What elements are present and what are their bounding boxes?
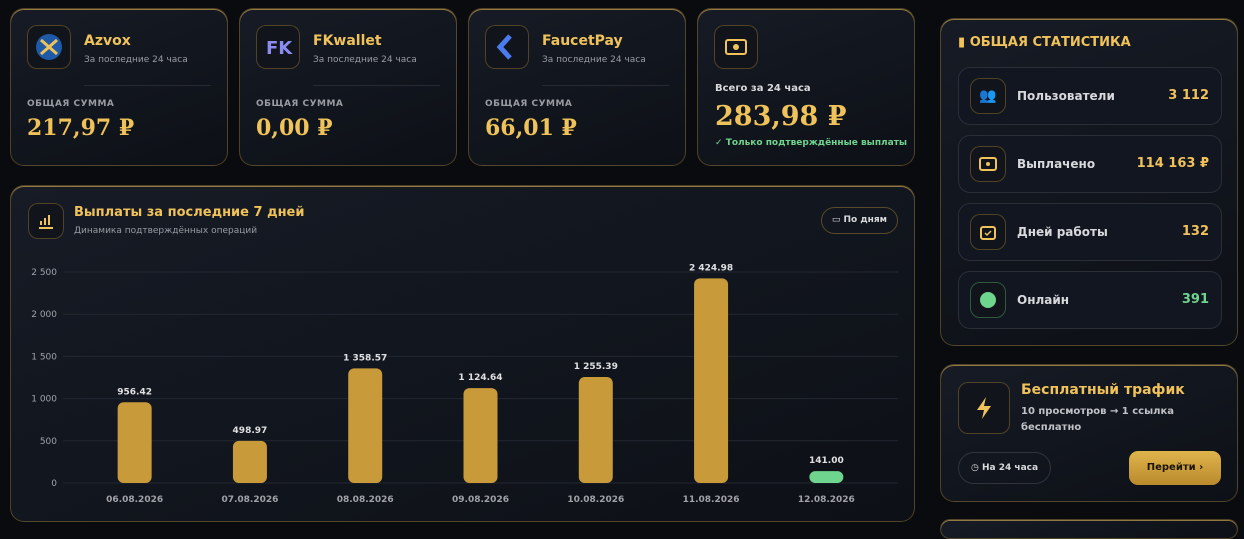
- card: FaucetPay За последние 24 часа ОБЩАЯ СУМ…: [468, 8, 686, 166]
- panel-edge: [940, 519, 1238, 539]
- stat-row: 👥 Пользователи 3 112: [958, 67, 1222, 125]
- period-button[interactable]: ▭ По дням: [820, 207, 898, 234]
- value-label: 2 424.98: [689, 263, 733, 273]
- chart-panel: Выплаты за последние 7 дней Динамика под…: [10, 185, 915, 522]
- total-card: Всего за 24 часа 283,98 ₽ ✓ Только подтв…: [697, 8, 915, 166]
- card: Azvox За последние 24 часа ОБЩАЯ СУММА 2…: [10, 8, 228, 166]
- y-tick-label: 1 000: [31, 395, 57, 405]
- stat-value: 391: [1181, 292, 1209, 307]
- bar: [232, 440, 267, 483]
- card-amount: 217,97 ₽: [27, 115, 135, 141]
- value-label: 1 124.64: [458, 373, 502, 383]
- x-tick-label: 11.08.2026: [683, 495, 740, 505]
- y-tick-label: 500: [40, 437, 57, 447]
- card-label: ОБЩАЯ СУММА: [256, 99, 344, 109]
- stat-row: Выплачено 114 163 ₽: [958, 135, 1222, 193]
- go-button[interactable]: Перейти ›: [1129, 451, 1221, 485]
- bar: [348, 368, 383, 483]
- button-text: По дням: [843, 215, 887, 225]
- bar: [117, 402, 152, 483]
- card-name: FKwallet: [313, 33, 382, 49]
- y-tick-label: 1 500: [31, 352, 57, 362]
- card-period: За последние 24 часа: [542, 55, 646, 65]
- x-tick-label: 06.08.2026: [106, 495, 163, 505]
- duration-badge: ◷ На 24 часа: [958, 452, 1052, 484]
- stat-value: 132: [1181, 224, 1209, 239]
- total-label: Всего за 24 часа: [715, 83, 811, 94]
- value-label: 1 255.39: [574, 362, 618, 372]
- total-amount: 283,98 ₽: [715, 101, 847, 132]
- y-tick-label: 2 500: [31, 268, 57, 278]
- x-tick-label: 08.08.2026: [337, 495, 394, 505]
- traffic-panel: Бесплатный трафик 10 просмотров → 1 ссыл…: [940, 364, 1238, 502]
- y-tick-label: 2 000: [31, 310, 57, 320]
- stat-label: Онлайн: [1017, 293, 1070, 307]
- value-label: 141.00: [809, 456, 844, 466]
- traffic-title: Бесплатный трафик: [1021, 382, 1185, 398]
- y-tick-label: 0: [51, 479, 57, 489]
- stat-label: Выплачено: [1017, 157, 1096, 171]
- badge-text: На 24 часа: [982, 463, 1039, 473]
- bar: [463, 388, 498, 483]
- page: Azvox За последние 24 часа ОБЩАЯ СУММА 2…: [10, 8, 1238, 539]
- value-label: 1 358.57: [343, 353, 387, 363]
- bar: [694, 278, 729, 483]
- stats-title: ▮ ОБЩАЯ СТАТИСТИКА: [958, 35, 1131, 50]
- stats-panel: ▮ ОБЩАЯ СТАТИСТИКА 👥 Пользователи 3 112 Вы…: [940, 18, 1238, 346]
- card-amount: 66,01 ₽: [485, 115, 577, 141]
- chart-subtitle: Динамика подтверждённых операций: [74, 226, 258, 236]
- x-tick-label: 10.08.2026: [567, 495, 624, 505]
- card-amount: 0,00 ₽: [256, 115, 333, 141]
- x-tick-label: 07.08.2026: [221, 495, 278, 505]
- bar: [809, 471, 844, 483]
- svg-text:FK: FK: [266, 38, 293, 59]
- card-name: FaucetPay: [542, 33, 623, 49]
- stat-row: Дней работы 132: [958, 203, 1222, 261]
- x-tick-label: 09.08.2026: [452, 495, 509, 505]
- stat-row: Онлайн 391: [958, 271, 1222, 329]
- stat-label: Пользователи: [1017, 89, 1115, 103]
- stat-label: Дней работы: [1017, 225, 1108, 239]
- card-label: ОБЩАЯ СУММА: [27, 99, 115, 109]
- note-text: Только подтверждённые выплаты: [725, 138, 908, 148]
- chart-title: Выплаты за последние 7 дней: [74, 205, 305, 220]
- chart: 0 500 1 000 1 500 2 000 2 500 06.08.2026 956.42…: [31, 263, 898, 505]
- card: FK FKwallet За последние 24 часа ОБЩАЯ С…: [239, 8, 457, 166]
- button-text: Перейти: [1146, 462, 1196, 473]
- stat-value: 3 112: [1168, 88, 1209, 103]
- stat-value: 114 163 ₽: [1136, 156, 1209, 171]
- card-period: За последние 24 часа: [313, 55, 417, 65]
- card-name: Azvox: [84, 33, 131, 49]
- card-label: ОБЩАЯ СУММА: [485, 99, 573, 109]
- x-tick-label: 12.08.2026: [798, 495, 855, 505]
- value-label: 956.42: [117, 387, 152, 397]
- bar: [578, 377, 613, 483]
- card-period: За последние 24 часа: [84, 55, 188, 65]
- traffic-text: 10 просмотров → 1 ссылка бесплатно: [1021, 406, 1174, 433]
- title-text: ОБЩАЯ СТАТИСТИКА: [969, 35, 1131, 50]
- value-label: 498.97: [233, 426, 268, 436]
- total-note: ✓ Только подтверждённые выплаты: [715, 138, 908, 148]
